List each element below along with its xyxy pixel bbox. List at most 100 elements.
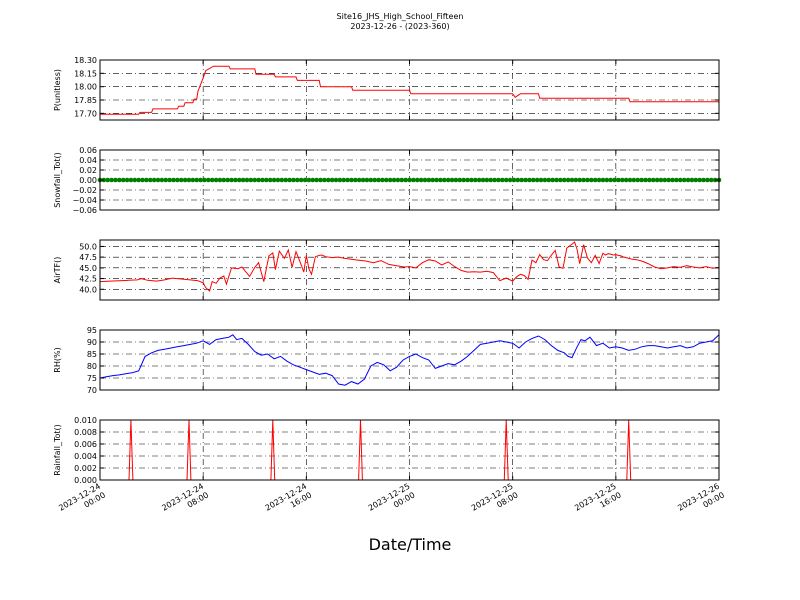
data-point xyxy=(182,177,188,183)
data-point xyxy=(167,177,172,183)
data-point xyxy=(175,177,180,183)
data-point xyxy=(496,177,501,183)
data-point xyxy=(155,177,161,183)
y-tick-label: 0.02 xyxy=(79,166,97,175)
data-point xyxy=(654,177,660,183)
y-tick-label: 95 xyxy=(87,326,97,335)
data-point xyxy=(608,177,613,183)
data-point xyxy=(561,177,567,183)
series-line xyxy=(99,334,720,386)
data-point xyxy=(531,177,536,183)
y-axis-label: AirTF() xyxy=(53,257,62,284)
data-point xyxy=(206,177,211,183)
data-point xyxy=(438,177,443,183)
data-point xyxy=(124,177,130,183)
data-point xyxy=(449,177,455,183)
data-point xyxy=(542,177,548,183)
data-point xyxy=(295,177,300,183)
data-point xyxy=(465,177,470,183)
data-point xyxy=(414,177,420,183)
data-point xyxy=(697,177,702,183)
data-point xyxy=(337,177,343,183)
data-point xyxy=(248,177,254,183)
chart-title: Site16_JHS_High_School_Fifteen xyxy=(337,12,464,21)
data-point xyxy=(260,177,265,183)
data-point xyxy=(229,177,234,183)
panel-4: 95 90 85 80 75 70 RH(%) xyxy=(53,326,720,395)
data-point xyxy=(275,177,281,183)
y-tick-label: 0.04 xyxy=(79,156,97,165)
data-point xyxy=(674,177,679,183)
data-point xyxy=(469,177,474,183)
y-tick-label: 85 xyxy=(87,350,97,359)
y-tick-label: 80 xyxy=(87,362,97,371)
data-point xyxy=(171,177,176,183)
data-point xyxy=(376,177,381,183)
data-point xyxy=(225,177,230,183)
data-point xyxy=(194,177,200,183)
data-point xyxy=(190,177,196,183)
data-point xyxy=(538,177,544,183)
data-point xyxy=(546,177,552,183)
data-point xyxy=(163,177,169,183)
data-point xyxy=(267,177,273,183)
data-point xyxy=(592,177,598,183)
data-point xyxy=(589,177,594,183)
data-point xyxy=(708,177,714,183)
y-tick-label: 17.85 xyxy=(74,96,97,105)
data-point xyxy=(422,177,428,183)
y-axis-label: RH(%) xyxy=(53,347,62,372)
data-point xyxy=(186,177,192,183)
data-point xyxy=(117,177,122,183)
data-point xyxy=(472,177,478,183)
data-point xyxy=(658,177,664,183)
data-point xyxy=(298,177,304,183)
y-tick-label: −0.04 xyxy=(72,196,97,205)
data-point xyxy=(128,177,134,183)
data-point xyxy=(476,177,482,183)
data-point xyxy=(418,177,424,183)
y-tick-label: 0.006 xyxy=(74,440,97,449)
y-tick-label: 18.30 xyxy=(74,56,97,65)
data-point xyxy=(631,177,637,183)
panel-3: 50.0 47.5 45.0 42.540.0 AirTF() xyxy=(53,239,720,301)
data-point xyxy=(689,177,695,183)
data-point xyxy=(318,177,323,183)
data-point xyxy=(488,177,494,183)
data-point xyxy=(596,177,602,183)
data-point xyxy=(252,177,258,183)
data-point xyxy=(616,177,621,183)
data-point xyxy=(643,177,648,183)
y-tick-label: 45.0 xyxy=(79,264,97,273)
data-point xyxy=(647,177,652,183)
data-point xyxy=(666,177,672,183)
x-axis-label: Date/Time xyxy=(369,535,452,554)
panel-1: 18.30 18.15 18.00 17.85 17.70 P(unitless) xyxy=(53,56,720,121)
y-tick-label: 40.0 xyxy=(79,285,97,294)
data-point xyxy=(364,177,370,183)
data-point xyxy=(519,177,524,183)
data-point xyxy=(534,177,540,183)
data-point xyxy=(256,177,261,183)
panels: 18.30 18.15 18.00 17.85 17.70 P(unitless) 0.06… xyxy=(53,56,722,485)
data-point xyxy=(302,177,308,183)
data-point xyxy=(650,177,656,183)
data-point xyxy=(306,177,312,183)
data-point xyxy=(523,177,528,183)
series-line xyxy=(99,241,720,292)
data-point xyxy=(619,177,625,183)
data-point xyxy=(503,177,509,183)
data-point xyxy=(147,177,153,183)
y-axis-label: Snowfall_Tot() xyxy=(53,152,62,208)
data-point xyxy=(380,177,385,183)
data-point xyxy=(345,177,350,183)
data-point xyxy=(623,177,629,183)
data-point xyxy=(434,177,439,183)
data-point xyxy=(202,177,207,183)
data-point xyxy=(291,177,296,183)
y-axis-label: P(unitless) xyxy=(53,69,62,111)
data-point xyxy=(353,177,358,183)
